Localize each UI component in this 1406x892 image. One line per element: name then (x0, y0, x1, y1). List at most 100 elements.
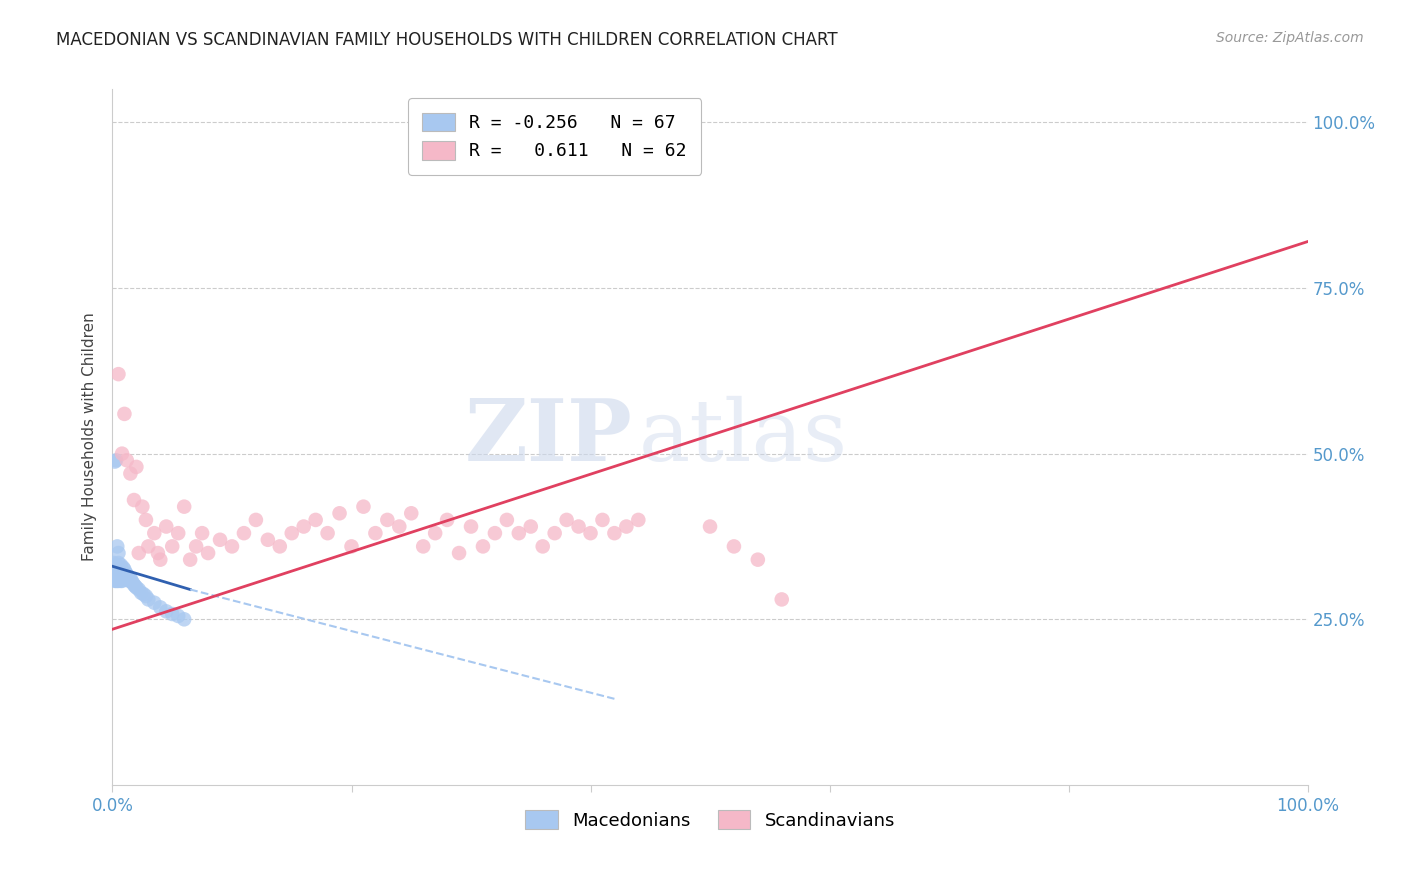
Point (209, 533, 232, 547)
Point (281, 526, 304, 541)
Point (128, 546, 150, 560)
Point (104, 574, 127, 588)
Point (103, 556, 125, 570)
Point (105, 563, 128, 577)
Point (484, 526, 506, 541)
Point (105, 558, 128, 572)
Point (723, 540, 745, 554)
Point (104, 565, 127, 579)
Point (103, 559, 125, 574)
Point (592, 513, 614, 527)
Point (107, 574, 129, 588)
Point (143, 526, 166, 541)
Point (162, 540, 183, 554)
Point (121, 574, 143, 588)
Point (105, 559, 128, 574)
Point (508, 526, 530, 541)
Point (104, 558, 127, 572)
Point (460, 519, 482, 533)
Point (111, 569, 134, 583)
Point (305, 513, 328, 527)
Point (292, 519, 315, 533)
Point (496, 513, 519, 527)
Point (143, 596, 166, 610)
Point (245, 513, 267, 527)
Point (770, 592, 793, 607)
Point (105, 569, 128, 583)
Point (105, 571, 128, 585)
Point (191, 526, 214, 541)
Point (531, 540, 554, 554)
Point (107, 546, 129, 560)
Point (107, 571, 129, 585)
Point (125, 459, 148, 474)
Point (105, 453, 128, 467)
Point (186, 540, 208, 554)
Point (111, 447, 134, 461)
Text: MACEDONIAN VS SCANDINAVIAN FAMILY HOUSEHOLDS WITH CHILDREN CORRELATION CHART: MACEDONIAN VS SCANDINAVIAN FAMILY HOUSEH… (56, 31, 838, 49)
Point (579, 526, 602, 541)
Text: atlas: atlas (638, 395, 848, 479)
Point (108, 566, 131, 580)
Point (112, 560, 135, 574)
Point (110, 567, 132, 582)
Point (104, 567, 127, 582)
Point (108, 569, 131, 583)
Point (120, 571, 142, 585)
Point (105, 566, 128, 580)
Point (173, 500, 195, 514)
Point (329, 506, 352, 520)
Point (104, 560, 127, 574)
Point (616, 519, 638, 533)
Point (115, 567, 138, 582)
Point (105, 574, 128, 588)
Point (122, 493, 145, 508)
Point (627, 513, 650, 527)
Text: ZIP: ZIP (464, 395, 633, 479)
Point (179, 552, 201, 566)
Point (135, 513, 157, 527)
Point (114, 569, 135, 583)
Point (233, 526, 256, 541)
Point (364, 526, 387, 541)
Point (103, 566, 125, 580)
Point (111, 566, 134, 580)
Point (568, 519, 591, 533)
Point (114, 563, 135, 577)
Point (472, 540, 495, 554)
Point (388, 519, 411, 533)
Point (603, 526, 626, 541)
Text: Source: ZipAtlas.com: Source: ZipAtlas.com (1216, 31, 1364, 45)
Point (122, 578, 145, 592)
Point (114, 566, 136, 580)
Point (105, 565, 128, 579)
Point (105, 574, 128, 588)
Point (149, 552, 172, 566)
Point (197, 546, 219, 560)
Point (401, 506, 423, 520)
Point (117, 569, 139, 583)
Point (555, 513, 578, 527)
Point (436, 513, 458, 527)
Point (138, 540, 160, 554)
Point (447, 546, 470, 560)
Point (155, 604, 177, 618)
Point (105, 540, 128, 554)
Legend: Macedonians, Scandinavians: Macedonians, Scandinavians (516, 801, 904, 838)
Point (155, 519, 177, 533)
Point (125, 581, 148, 595)
Point (316, 526, 339, 541)
Point (543, 526, 565, 541)
Point (173, 612, 195, 626)
Point (167, 609, 190, 624)
Point (118, 574, 141, 588)
Point (107, 367, 129, 381)
Point (114, 573, 136, 587)
Point (111, 574, 134, 588)
Point (108, 560, 131, 574)
Point (103, 569, 125, 583)
Y-axis label: Family Households with Children: Family Households with Children (82, 313, 97, 561)
Point (107, 567, 129, 582)
Point (128, 582, 150, 597)
Point (107, 563, 129, 577)
